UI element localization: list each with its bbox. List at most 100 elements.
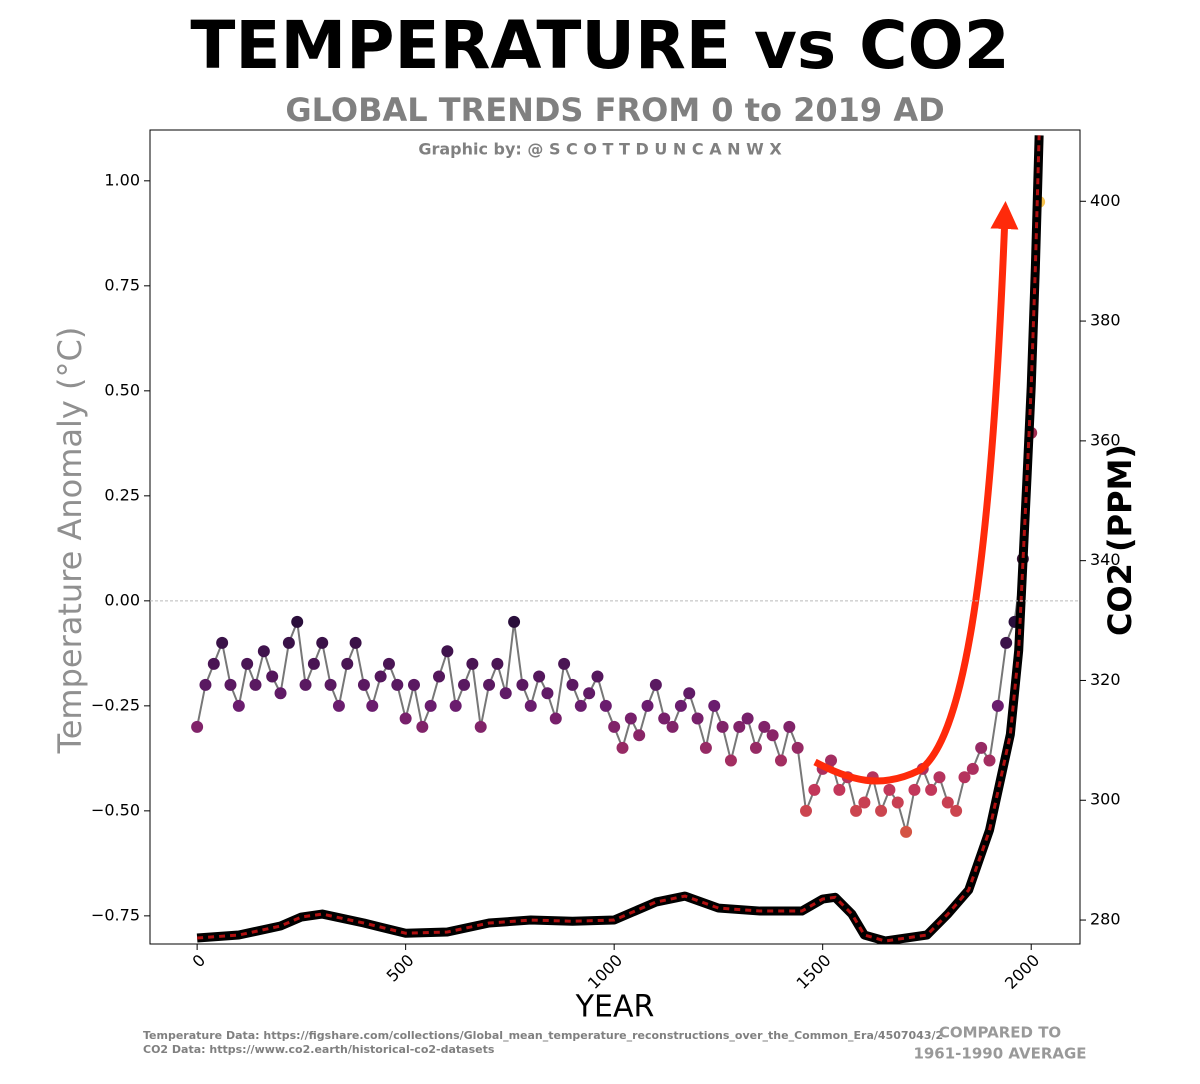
- temperature-point: [658, 712, 671, 725]
- temperature-point: [241, 657, 254, 670]
- comparison-note: COMPARED TO: [939, 1024, 1061, 1042]
- temperature-point: [983, 754, 996, 767]
- temperature-point: [925, 783, 938, 796]
- temperature-point: [349, 636, 362, 649]
- temperature-point: [266, 670, 279, 683]
- temperature-point: [624, 712, 637, 725]
- temperature-point: [908, 783, 921, 796]
- y-tick-label: −0.50: [91, 800, 140, 819]
- temperature-point: [850, 804, 863, 817]
- x-tick-label: 2000: [1001, 951, 1043, 993]
- co2-line: [196, 135, 1044, 944]
- temperature-point: [583, 687, 596, 700]
- y-tick-label: 0.50: [104, 380, 140, 399]
- temperature-point: [316, 636, 329, 649]
- comparison-note: 1961-1990 AVERAGE: [913, 1045, 1086, 1063]
- temperature-point: [791, 741, 804, 754]
- temperature-point: [441, 645, 454, 658]
- temperature-point: [966, 762, 979, 775]
- temperature-point: [774, 754, 787, 767]
- temperature-point: [741, 712, 754, 725]
- y-tick-label: 0.75: [104, 275, 140, 294]
- temperature-point: [991, 699, 1004, 712]
- temperature-point: [433, 670, 446, 683]
- temperature-point: [900, 825, 913, 838]
- y2-tick-label: 280: [1090, 910, 1121, 929]
- y-axis-label: Temperature Anomaly (°C): [51, 327, 89, 755]
- temperature-point: [224, 678, 237, 691]
- temperature-point: [825, 754, 838, 767]
- credit: Graphic by: @ S C O T T D U N C A N W X: [418, 140, 782, 159]
- x-axis-label: YEAR: [575, 990, 655, 1025]
- trend-arrow: [813, 201, 1019, 785]
- x-tick-label: 0: [188, 951, 209, 972]
- temperature-point: [699, 741, 712, 754]
- temperature-point: [382, 657, 395, 670]
- temperature-point: [366, 699, 379, 712]
- y2-tick-label: 360: [1090, 430, 1121, 449]
- temperature-point: [191, 720, 204, 733]
- x-tick-label: 1000: [584, 951, 626, 993]
- temperature-point: [341, 657, 354, 670]
- temperature-point: [1000, 636, 1013, 649]
- temperature-point: [883, 783, 896, 796]
- y2-tick-label: 300: [1090, 790, 1121, 809]
- temperature-point: [875, 804, 888, 817]
- temperature-point: [733, 720, 746, 733]
- temperature-point: [683, 687, 696, 700]
- temperature-point: [941, 796, 954, 809]
- temperature-point: [616, 741, 629, 754]
- temperature-point: [633, 729, 646, 742]
- plot-area: [191, 135, 1046, 944]
- temperature-point: [533, 670, 546, 683]
- temperature-point: [758, 720, 771, 733]
- y2-tick-label: 400: [1090, 191, 1121, 210]
- temperature-point: [724, 754, 737, 767]
- temperature-point: [549, 712, 562, 725]
- temperature-point: [599, 699, 612, 712]
- temperature-point: [291, 615, 304, 628]
- temperature-point: [216, 636, 229, 649]
- temperature-point: [399, 712, 412, 725]
- source-note: CO2 Data: https://www.co2.earth/historic…: [143, 1043, 495, 1056]
- temperature-point: [975, 741, 988, 754]
- temperature-point: [858, 796, 871, 809]
- temperature-point: [641, 699, 654, 712]
- temperature-point: [649, 678, 662, 691]
- temperature-point: [357, 678, 370, 691]
- temperature-point: [566, 678, 579, 691]
- y-tick-label: 0.25: [104, 485, 140, 504]
- temperature-point: [416, 720, 429, 733]
- y-tick-label: 1.00: [104, 170, 140, 189]
- y2-tick-label: 380: [1090, 311, 1121, 330]
- x-tick-label: 1500: [792, 951, 834, 993]
- temperature-point: [483, 678, 496, 691]
- chart-title: TEMPERATURE vs CO2: [190, 7, 1009, 84]
- temperature-point: [466, 657, 479, 670]
- temperature-point: [574, 699, 587, 712]
- temperature-point: [800, 804, 813, 817]
- temperature-point: [541, 687, 554, 700]
- y2-axis-label: CO2 (PPM): [1101, 444, 1139, 636]
- temperature-point: [666, 720, 679, 733]
- y-tick-label: 0.00: [104, 590, 140, 609]
- y2-tick-label: 340: [1090, 550, 1121, 569]
- temperature-point: [591, 670, 604, 683]
- temperature-point: [449, 699, 462, 712]
- temperature-point: [474, 720, 487, 733]
- y-tick-label: −0.25: [91, 695, 140, 714]
- temperature-point: [766, 729, 779, 742]
- temperature-point: [299, 678, 312, 691]
- temperature-point: [324, 678, 337, 691]
- temperature-point: [232, 699, 245, 712]
- temperature-point: [708, 699, 721, 712]
- temperature-point: [524, 699, 537, 712]
- temperature-point: [674, 699, 687, 712]
- temperature-point: [458, 678, 471, 691]
- temperature-point: [891, 796, 904, 809]
- temperature-point: [491, 657, 504, 670]
- temperature-point: [558, 657, 571, 670]
- y2-tick-label: 320: [1090, 670, 1121, 689]
- temperature-point: [950, 804, 963, 817]
